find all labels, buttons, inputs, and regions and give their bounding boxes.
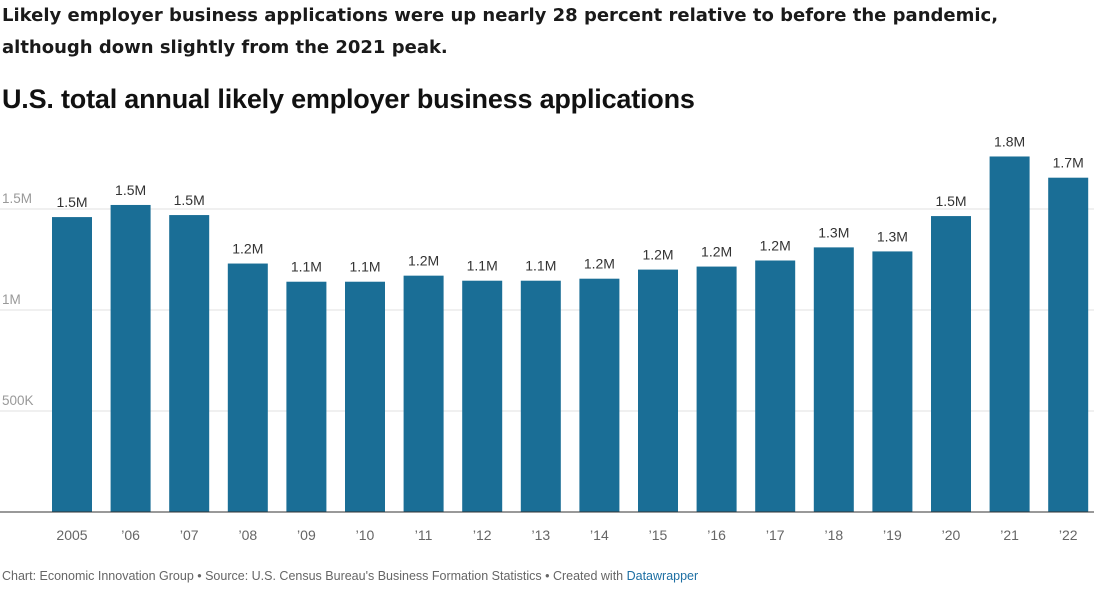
y-axis-tick-labels: 500K 1M 1.5M: [2, 191, 34, 408]
x-axis-tick-labels: 2005 ’06 ’07 ’08 ’09 ’10 ’11 ’12 ’13 ’14 ’15 ’16 ’17…: [56, 527, 1077, 543]
bars: [52, 156, 1089, 513]
bar-value-label: 1.2M: [760, 238, 791, 254]
bar-value-label: 1.1M: [291, 259, 322, 275]
y-tick-label: 1M: [2, 292, 21, 307]
bar[interactable]: [403, 275, 444, 512]
bar[interactable]: [638, 269, 678, 512]
bar-value-label: 1.5M: [115, 182, 146, 198]
bar[interactable]: [989, 156, 1030, 513]
bar-value-label: 1.2M: [408, 253, 439, 269]
bar[interactable]: [462, 280, 503, 512]
y-tick-label: 1.5M: [2, 191, 32, 206]
bar-value-label: 1.5M: [56, 194, 87, 210]
bar-value-label: 1.1M: [349, 259, 380, 275]
bar-value-label: 1.7M: [1053, 155, 1084, 171]
bar-data-labels: 1.5M 1.5M 1.5M 1.2M 1.1M 1.1M 1.2M 1.1M 1.1M 1.2M…: [56, 133, 1083, 274]
bar-value-label: 1.2M: [232, 241, 263, 257]
bar[interactable]: [345, 281, 385, 512]
chart-footer: Chart: Economic Innovation Group • Sourc…: [2, 569, 698, 583]
bar[interactable]: [755, 260, 796, 512]
bar-value-label: 1.2M: [701, 244, 732, 260]
x-tick-label: ’15: [649, 527, 668, 543]
chart-headline: Likely employer business applications we…: [2, 5, 999, 58]
bar-value-label: 1.8M: [994, 133, 1025, 149]
x-tick-label: ’13: [531, 527, 550, 543]
x-tick-label: ’12: [473, 527, 492, 543]
x-tick-label: ’08: [238, 527, 257, 543]
x-tick-label: ’07: [180, 527, 199, 543]
x-tick-label: ’18: [824, 527, 843, 543]
x-tick-label: ’11: [415, 527, 433, 543]
bar-value-label: 1.1M: [525, 258, 556, 274]
x-tick-label: ’10: [356, 527, 375, 543]
x-tick-label: ’17: [766, 527, 785, 543]
chart-title: U.S. total annual likely employer busine…: [2, 84, 695, 114]
x-tick-label: ’20: [942, 527, 961, 543]
footer-credits: Chart: Economic Innovation Group • Sourc…: [2, 569, 627, 583]
bar[interactable]: [286, 281, 327, 512]
bar[interactable]: [169, 215, 210, 512]
x-tick-label: ’22: [1059, 527, 1078, 543]
bar[interactable]: [696, 266, 737, 512]
bar[interactable]: [872, 251, 913, 513]
bar-value-label: 1.5M: [935, 193, 966, 209]
bar[interactable]: [520, 280, 561, 512]
bar-value-label: 1.5M: [174, 192, 205, 208]
bar-value-label: 1.3M: [877, 228, 908, 244]
bar[interactable]: [52, 217, 92, 512]
bar[interactable]: [1048, 177, 1089, 512]
bar-value-label: 1.1M: [467, 258, 498, 274]
bar-value-label: 1.3M: [818, 224, 849, 240]
x-tick-label: ’16: [707, 527, 726, 543]
bar[interactable]: [931, 216, 971, 512]
x-tick-label: 2005: [56, 527, 87, 543]
bar-value-label: 1.2M: [642, 247, 673, 263]
y-tick-label: 500K: [2, 393, 34, 408]
bar[interactable]: [227, 263, 268, 512]
bar[interactable]: [579, 278, 620, 512]
x-tick-label: ’19: [883, 527, 902, 543]
bar-value-label: 1.2M: [584, 256, 615, 272]
x-tick-label: ’09: [297, 527, 316, 543]
x-tick-label: ’14: [590, 527, 609, 543]
bar[interactable]: [110, 204, 151, 512]
x-tick-label: ’06: [121, 527, 140, 543]
bar[interactable]: [813, 247, 854, 512]
x-tick-label: ’21: [1000, 527, 1019, 543]
datawrapper-link[interactable]: Datawrapper: [626, 569, 699, 583]
